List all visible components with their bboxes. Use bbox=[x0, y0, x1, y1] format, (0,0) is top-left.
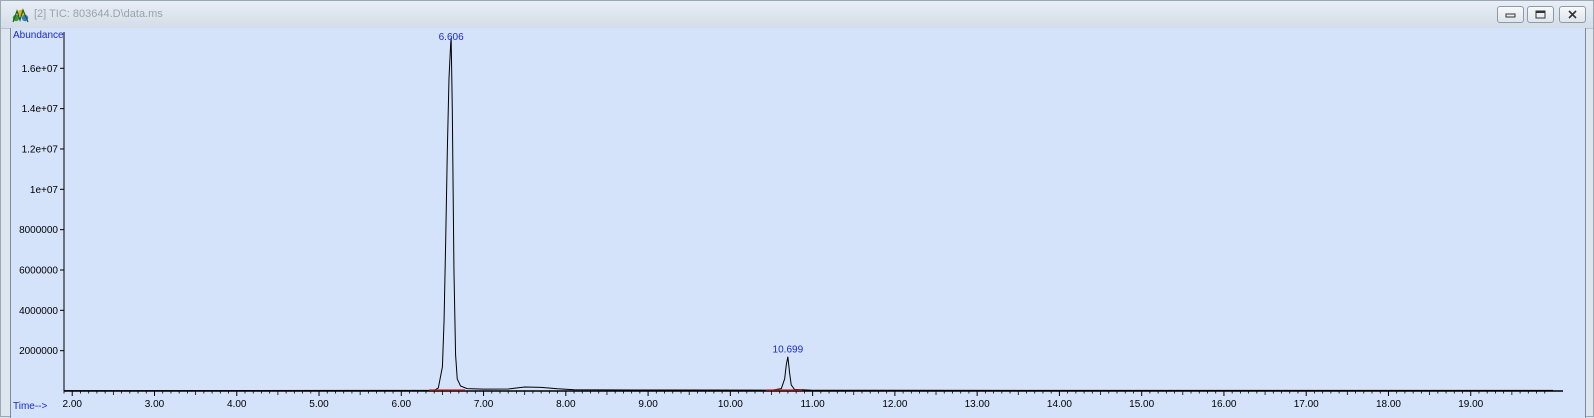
x-tick-label: 3.00 bbox=[145, 399, 165, 410]
peaks-layer: 6.606 10.699 bbox=[429, 32, 804, 391]
x-tick-label: 2.00 bbox=[62, 399, 82, 410]
y-tick-label: 6000000 bbox=[19, 265, 58, 276]
x-tick-label: 13.00 bbox=[965, 399, 990, 410]
close-button[interactable] bbox=[1559, 6, 1586, 23]
axes-layer bbox=[63, 32, 1563, 392]
x-axis-title: Time--> bbox=[13, 401, 48, 412]
x-tick-label: 5.00 bbox=[309, 399, 329, 410]
peak-label: 10.699 bbox=[773, 345, 804, 356]
x-tick-label: 11.00 bbox=[800, 399, 825, 410]
chromatogram-plot-area[interactable]: 2000000 4000000 6000000 8000000 1e+07 1.2e+07… bbox=[10, 28, 1586, 418]
restore-button[interactable] bbox=[1527, 6, 1554, 23]
y-tick-label: 2000000 bbox=[19, 346, 58, 357]
x-tick-label: 19.00 bbox=[1458, 399, 1483, 410]
minimize-icon bbox=[1505, 13, 1516, 18]
x-tick-label: 17.00 bbox=[1294, 399, 1319, 410]
x-tick-label: 10.00 bbox=[718, 399, 743, 410]
y-tick-label: 4000000 bbox=[19, 306, 58, 317]
title-bar[interactable]: [2] TIC: 803644.D\data.ms bbox=[1, 1, 1593, 29]
x-tick-label: 6.00 bbox=[392, 399, 412, 410]
x-tick-label: 14.00 bbox=[1047, 399, 1072, 410]
x-tick-label: 18.00 bbox=[1376, 399, 1401, 410]
y-tick-label: 1.6e+07 bbox=[22, 64, 59, 75]
y-tick-label: 8000000 bbox=[19, 225, 58, 236]
x-tick-label: 4.00 bbox=[227, 399, 247, 410]
x-tick-label: 15.00 bbox=[1129, 399, 1154, 410]
tic-chromatogram-chart[interactable]: 2000000 4000000 6000000 8000000 1e+07 1.2e+07… bbox=[11, 28, 1585, 418]
x-tick-label: 16.00 bbox=[1211, 399, 1236, 410]
x-tick-label: 7.00 bbox=[474, 399, 494, 410]
y-tick-label: 1.4e+07 bbox=[22, 104, 59, 115]
window-title: [2] TIC: 803644.D\data.ms bbox=[34, 8, 163, 20]
chromatogram-app-icon[interactable] bbox=[12, 8, 29, 23]
restore-icon bbox=[1535, 10, 1546, 19]
y-tick-label: 1.2e+07 bbox=[22, 144, 59, 155]
x-tick-label: 8.00 bbox=[556, 399, 576, 410]
x-tick-label: 9.00 bbox=[638, 399, 658, 410]
minimize-button[interactable] bbox=[1497, 6, 1524, 23]
peak-label: 6.606 bbox=[439, 32, 464, 43]
ticks-layer: 2000000 4000000 6000000 8000000 1e+07 1.2e+07… bbox=[19, 64, 1546, 410]
x-tick-label: 12.00 bbox=[882, 399, 907, 410]
tic-trace-line bbox=[63, 38, 1553, 392]
y-tick-label: 1e+07 bbox=[30, 185, 59, 196]
y-axis-title: Abundance bbox=[13, 30, 64, 41]
trace-layer bbox=[63, 38, 1553, 392]
close-icon bbox=[1568, 10, 1577, 19]
